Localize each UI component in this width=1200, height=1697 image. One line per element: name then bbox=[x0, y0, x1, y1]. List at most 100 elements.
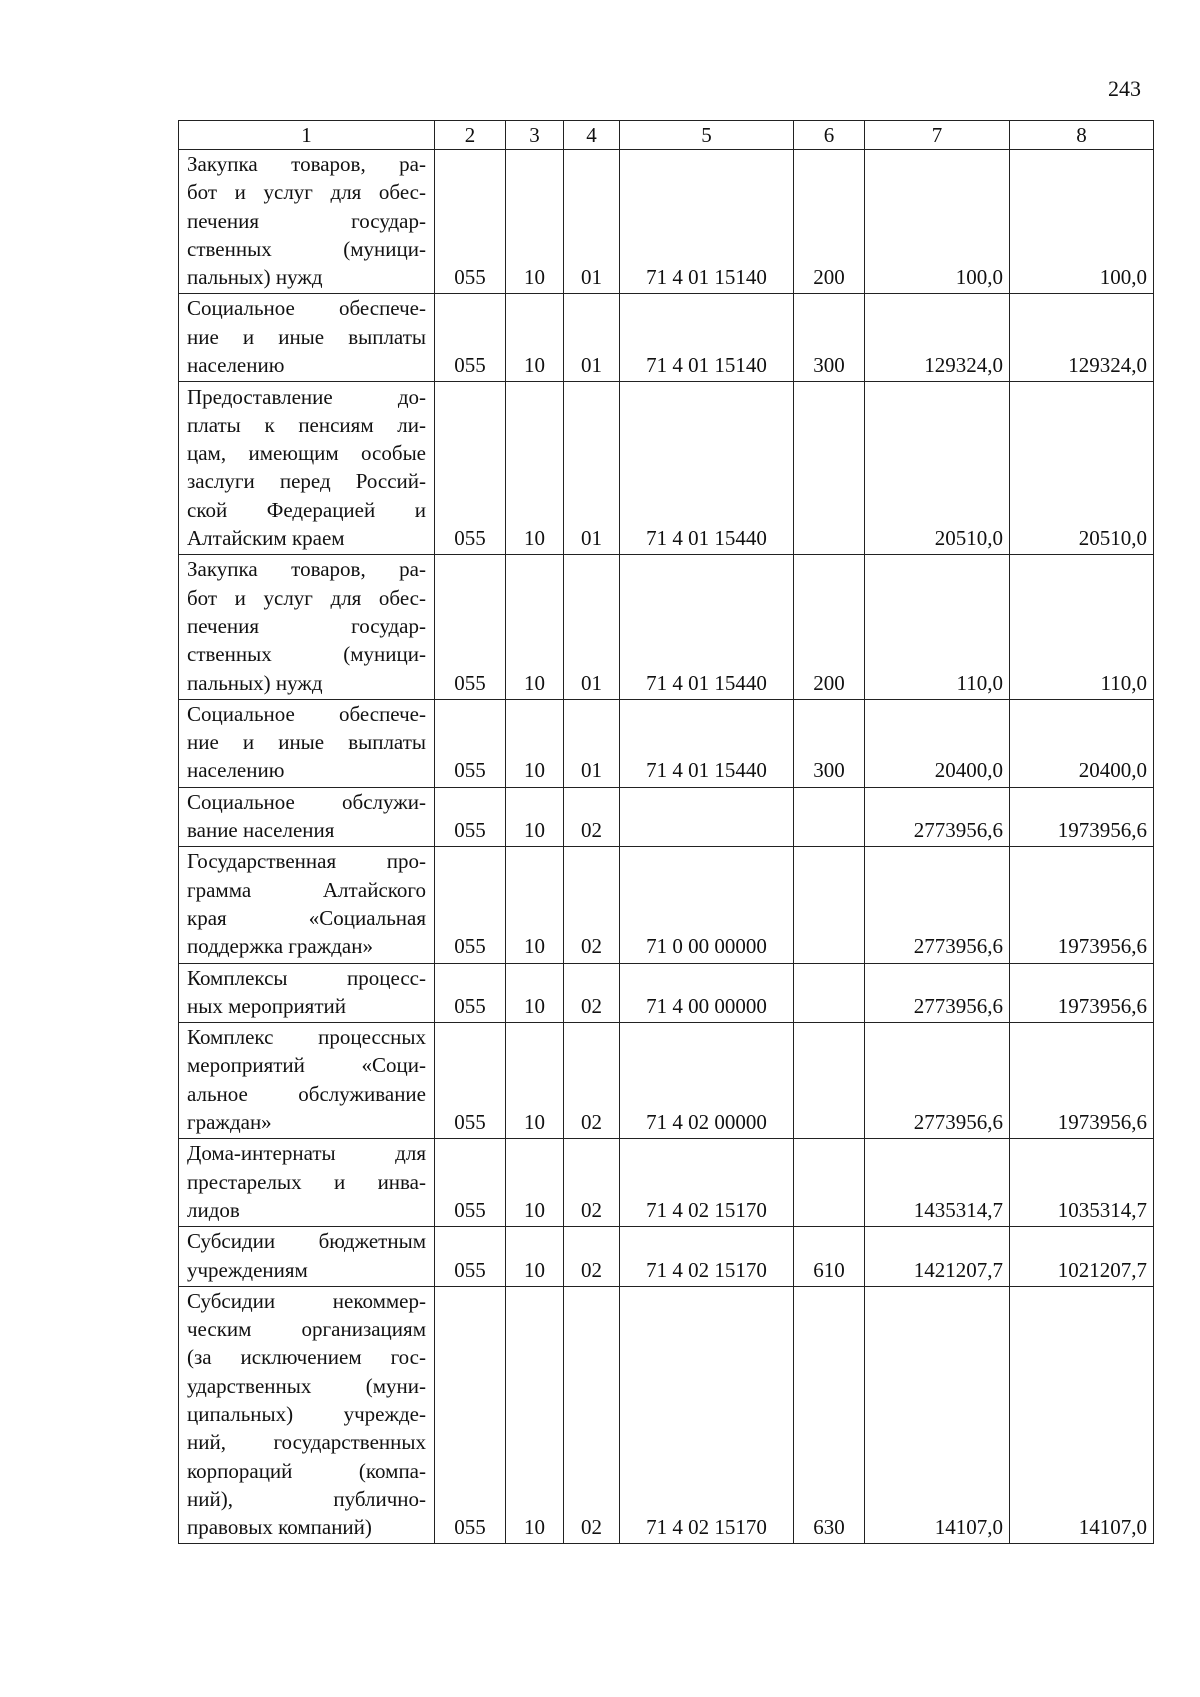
budget-table: 1 2 3 4 5 6 7 8 Закупка товаров, ра-бот … bbox=[178, 120, 1154, 1545]
target-article-cell: 71 0 00 00000 bbox=[619, 846, 794, 964]
amount-cell-year2: 20510,0 bbox=[1009, 381, 1154, 556]
description-line: пальных) нужд bbox=[187, 670, 323, 695]
code-cell: 055 bbox=[434, 846, 506, 964]
description-line: лидов bbox=[187, 1197, 240, 1222]
expense-type-cell bbox=[793, 381, 865, 556]
description-line: ных мероприятий bbox=[187, 993, 346, 1018]
amount-cell-year1: 2773956,6 bbox=[864, 962, 1010, 1024]
code-cell: 055 bbox=[434, 698, 506, 788]
table-row: Социальное обеспече-ние и иные выплаты на… bbox=[178, 293, 1154, 383]
table-row: Государственная про-грамма Алтайского кра… bbox=[178, 846, 1154, 964]
section-cell: 10 bbox=[505, 962, 564, 1024]
description-line: Субсидии некоммер- bbox=[187, 1288, 426, 1313]
code-cell: 055 bbox=[434, 1226, 506, 1287]
description-cell: Социальное обеспече-ние и иные выплаты на… bbox=[178, 293, 435, 383]
description-line: ние и иные выплаты bbox=[187, 730, 426, 755]
subsection-cell: 01 bbox=[563, 381, 620, 556]
description-line: учреждениям bbox=[187, 1257, 308, 1282]
code-cell: 055 bbox=[434, 293, 506, 383]
table-row: Комплекс процессных мероприятий «Соци-аль… bbox=[178, 1022, 1154, 1140]
description-line: мероприятий «Соци- bbox=[187, 1053, 426, 1078]
description-line: Закупка товаров, ра- bbox=[187, 152, 426, 176]
header-row: 1 2 3 4 5 6 7 8 bbox=[178, 120, 1154, 150]
amount-cell-year2: 1973956,6 bbox=[1009, 846, 1154, 964]
code-cell: 055 bbox=[434, 1022, 506, 1140]
target-article-cell: 71 4 01 15440 bbox=[619, 698, 794, 788]
subsection-cell: 02 bbox=[563, 1022, 620, 1140]
amount-cell-year1: 20510,0 bbox=[864, 381, 1010, 556]
target-article-cell: 71 4 01 15140 bbox=[619, 293, 794, 383]
description-cell: Дома-интернаты для престарелых и инва-лид… bbox=[178, 1138, 435, 1228]
header-cell: 1 bbox=[178, 120, 435, 150]
description-line: Комплексы процесс- bbox=[187, 965, 426, 990]
amount-cell-year2: 1021207,7 bbox=[1009, 1226, 1154, 1287]
expense-type-cell: 200 bbox=[793, 148, 865, 295]
description-line: Субсидии бюджетным bbox=[187, 1229, 426, 1254]
subsection-cell: 02 bbox=[563, 1138, 620, 1228]
amount-cell-year1: 20400,0 bbox=[864, 698, 1010, 788]
amount-cell-year2: 1973956,6 bbox=[1009, 1022, 1154, 1140]
description-line: ственных (муници- bbox=[187, 236, 426, 261]
description-line: заслуги перед Россий- bbox=[187, 469, 426, 494]
amount-cell-year1: 129324,0 bbox=[864, 293, 1010, 383]
description-line: ударственных (муни- bbox=[187, 1373, 426, 1398]
description-line: печения государ- bbox=[187, 613, 426, 638]
description-line: бот и услуг для обес- bbox=[187, 585, 426, 610]
expense-type-cell bbox=[793, 786, 865, 848]
description-line: Предоставление до- bbox=[187, 384, 426, 409]
table-row: Дома-интернаты для престарелых и инва-лид… bbox=[178, 1138, 1154, 1228]
description-line: пальных) нужд bbox=[187, 265, 323, 290]
subsection-cell: 02 bbox=[563, 1285, 620, 1545]
subsection-cell: 01 bbox=[563, 148, 620, 295]
header-cell: 3 bbox=[505, 120, 564, 150]
code-cell: 055 bbox=[434, 554, 506, 700]
target-article-cell: 71 4 00 00000 bbox=[619, 962, 794, 1024]
subsection-cell: 01 bbox=[563, 698, 620, 788]
table-row: Закупка товаров, ра-бот и услуг для обес… bbox=[178, 554, 1154, 700]
description-line: платы к пенсиям ли- bbox=[187, 412, 426, 437]
target-article-cell: 71 4 02 15170 bbox=[619, 1226, 794, 1287]
header-cell: 6 bbox=[793, 120, 865, 150]
description-cell: Субсидии некоммер-ческим организациям (за… bbox=[178, 1285, 435, 1545]
description-line: цам, имеющим особые bbox=[187, 441, 426, 466]
target-article-cell: 71 4 01 15140 bbox=[619, 148, 794, 295]
table-row: Социальное обеспече-ние и иные выплаты на… bbox=[178, 698, 1154, 788]
description-line: населению bbox=[187, 353, 285, 378]
amount-cell-year1: 1421207,7 bbox=[864, 1226, 1010, 1287]
section-cell: 10 bbox=[505, 381, 564, 556]
amount-cell-year2: 1973956,6 bbox=[1009, 786, 1154, 848]
code-cell: 055 bbox=[434, 148, 506, 295]
description-line: ципальных) учрежде- bbox=[187, 1401, 426, 1426]
description-line: Социальное обеспече- bbox=[187, 296, 426, 321]
target-article-cell: 71 4 02 15170 bbox=[619, 1138, 794, 1228]
section-cell: 10 bbox=[505, 1022, 564, 1140]
amount-cell-year2: 20400,0 bbox=[1009, 698, 1154, 788]
description-line: Алтайским краем bbox=[187, 526, 345, 551]
description-line: печения государ- bbox=[187, 208, 426, 233]
description-line: населению bbox=[187, 758, 285, 783]
description-cell: Государственная про-грамма Алтайского кра… bbox=[178, 846, 435, 964]
expense-type-cell bbox=[793, 1022, 865, 1140]
code-cell: 055 bbox=[434, 1285, 506, 1545]
expense-type-cell: 300 bbox=[793, 293, 865, 383]
target-article-cell: 71 4 01 15440 bbox=[619, 381, 794, 556]
header-cell: 5 bbox=[619, 120, 794, 150]
section-cell: 10 bbox=[505, 1138, 564, 1228]
table-body: 1 2 3 4 5 6 7 8 Закупка товаров, ра-бот … bbox=[178, 120, 1154, 1545]
description-line: альное обслуживание bbox=[187, 1081, 426, 1106]
amount-cell-year1: 2773956,6 bbox=[864, 1022, 1010, 1140]
amount-cell-year2: 14107,0 bbox=[1009, 1285, 1154, 1545]
amount-cell-year2: 1035314,7 bbox=[1009, 1138, 1154, 1228]
code-cell: 055 bbox=[434, 381, 506, 556]
table-row: Предоставление до-платы к пенсиям ли-цам… bbox=[178, 381, 1154, 556]
description-line: (за исключением гос- bbox=[187, 1345, 426, 1370]
expense-type-cell: 200 bbox=[793, 554, 865, 700]
header-cell: 4 bbox=[563, 120, 620, 150]
description-line: престарелых и инва- bbox=[187, 1169, 426, 1194]
amount-cell-year1: 1435314,7 bbox=[864, 1138, 1010, 1228]
header-cell: 8 bbox=[1009, 120, 1154, 150]
description-line: грамма Алтайского bbox=[187, 877, 426, 902]
description-line: ний), публично- bbox=[187, 1486, 426, 1511]
target-article-cell: 71 4 01 15440 bbox=[619, 554, 794, 700]
section-cell: 10 bbox=[505, 293, 564, 383]
